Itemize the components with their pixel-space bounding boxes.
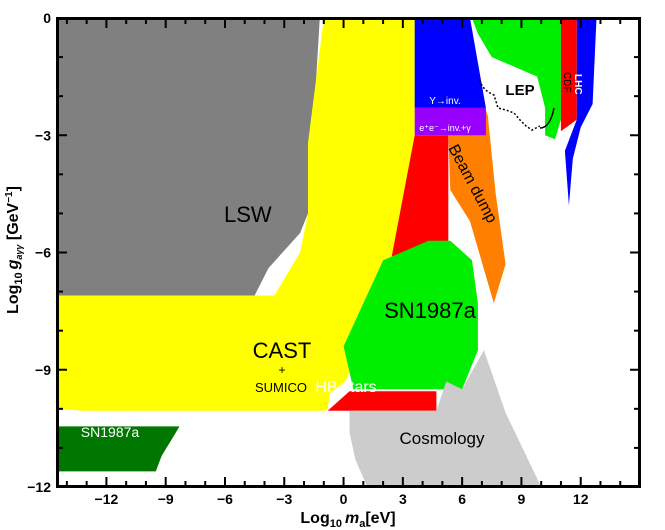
x-tick-label: 6 <box>458 491 466 507</box>
region-lhc <box>564 18 597 206</box>
label-sumico: SUMICO <box>255 380 307 395</box>
region-lep <box>472 18 561 140</box>
region-cdf <box>560 18 577 132</box>
label-cast: CAST <box>253 338 312 363</box>
x-tick-label: 9 <box>518 491 526 507</box>
x-tick-label: −9 <box>158 491 174 507</box>
y-tick-label: −9 <box>35 362 51 378</box>
exclusion-regions <box>57 18 597 487</box>
region-sn1987a-low-mass <box>57 426 180 472</box>
label-sn1987a-low: SN1987a <box>81 424 140 440</box>
y-tick-labels: 0 −3 −6 −9 −12 <box>27 10 51 495</box>
y-tick-label: −3 <box>35 127 51 143</box>
x-tick-label: −6 <box>217 491 233 507</box>
x-tick-labels: −12 −9 −6 −3 0 3 6 9 12 <box>95 491 589 507</box>
label-ee-invisible: e⁺e⁻→inv.+γ <box>419 123 471 133</box>
axis-ticks <box>57 17 640 488</box>
y-tick-label: 0 <box>43 10 51 26</box>
x-tick-label: 0 <box>340 491 348 507</box>
y-axis-title: Log10gaγγ [GeV−1] <box>4 186 25 314</box>
y-tick-label: −12 <box>27 479 51 495</box>
x-tick-label: −3 <box>276 491 292 507</box>
y-tick-label: −6 <box>35 245 51 261</box>
x-tick-label: 12 <box>573 491 589 507</box>
region-lsw <box>57 18 320 296</box>
region-hb-high-mass <box>391 135 449 261</box>
x-tick-label: 3 <box>399 491 407 507</box>
label-sn1987a: SN1987a <box>384 298 477 323</box>
label-cdf: CDF <box>561 72 572 93</box>
lep-dotted-boundary <box>479 79 541 131</box>
label-cast-plus: + <box>278 363 285 377</box>
region-cosmology <box>349 350 542 487</box>
label-lsw: LSW <box>224 202 272 227</box>
label-lep: LEP <box>505 82 534 99</box>
label-lhc: LHC <box>572 74 583 95</box>
label-cosmology: Cosmology <box>399 429 485 448</box>
region-labels: LSW CAST + SUMICO HB stars SN1987a SN198… <box>81 72 583 448</box>
region-upsilon <box>414 18 486 108</box>
label-hb-stars: HB stars <box>315 379 376 396</box>
region-sn1987a <box>343 240 478 390</box>
cdf-boundary-curve <box>539 107 555 129</box>
region-decorations <box>479 79 555 131</box>
region-hb-stars <box>327 391 437 411</box>
label-upsilon: Υ→inv. <box>429 96 461 107</box>
region-cast <box>57 18 415 411</box>
region-e-e-invisible <box>414 107 486 136</box>
x-tick-label: −12 <box>95 491 119 507</box>
x-axis-title: Log10 ma[eV] <box>300 510 395 530</box>
